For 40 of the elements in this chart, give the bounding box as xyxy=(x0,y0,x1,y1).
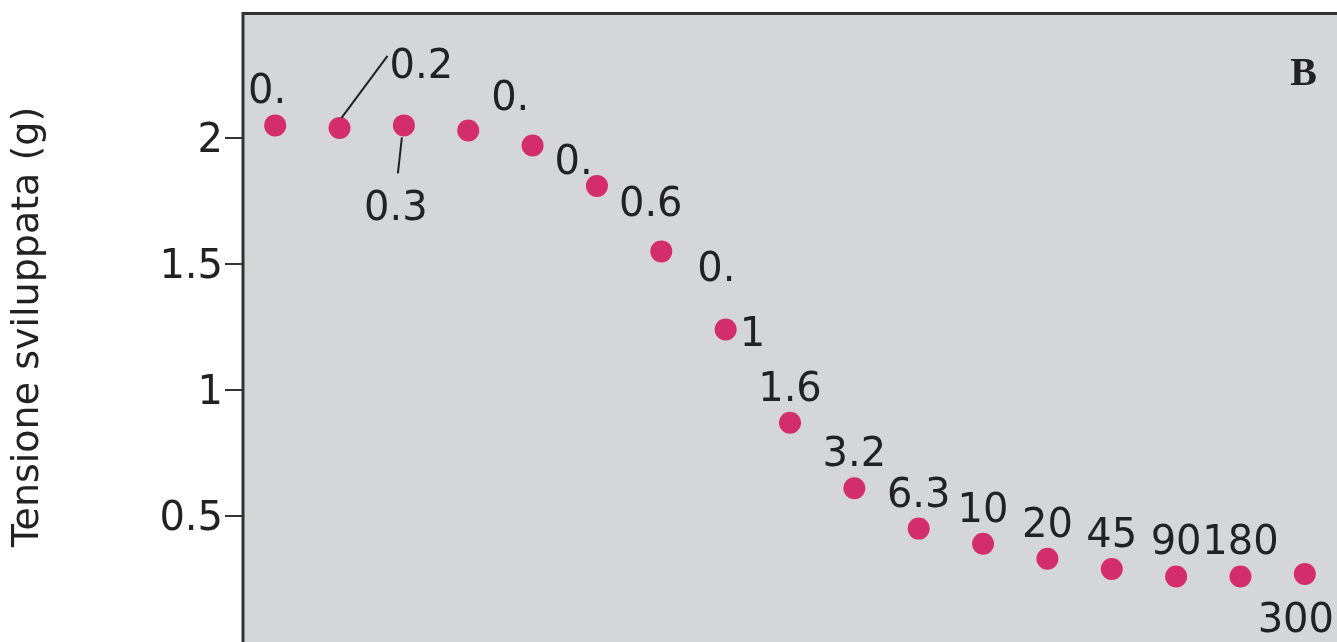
annotation: 0.3 xyxy=(364,183,428,230)
point xyxy=(843,477,866,500)
point xyxy=(457,119,480,142)
point xyxy=(1165,565,1188,588)
annotation: 3.2 xyxy=(822,429,887,476)
point xyxy=(1036,547,1059,570)
point xyxy=(972,532,995,555)
annotation: 1 xyxy=(739,308,766,355)
annotation: 0.6 xyxy=(618,178,683,225)
point xyxy=(328,116,351,139)
y-tick-label: 1 xyxy=(197,367,223,414)
annotation: B xyxy=(1290,48,1317,95)
point xyxy=(585,174,608,197)
y-axis-title: Tensione sviluppata (g) xyxy=(3,106,48,549)
annotation: 300 xyxy=(1257,594,1334,641)
annotation: 0. xyxy=(248,66,287,113)
annotation: 90 xyxy=(1150,517,1202,564)
point xyxy=(1293,562,1316,585)
annotation: 0. xyxy=(554,136,593,183)
annotation: 0. xyxy=(697,244,736,291)
point xyxy=(779,411,801,434)
annotation: 20 xyxy=(1021,499,1073,546)
point xyxy=(1229,565,1252,588)
annotation: 1.6 xyxy=(758,363,822,410)
point xyxy=(1100,557,1123,580)
point xyxy=(650,240,673,263)
annotation: 10 xyxy=(957,484,1009,531)
annotation: 0. xyxy=(491,73,530,120)
annotation: 6.3 xyxy=(886,469,951,516)
point xyxy=(521,134,544,157)
point xyxy=(264,114,287,137)
y-tick-label: 2 xyxy=(197,115,223,162)
y-tick-label: 1.5 xyxy=(159,241,223,288)
point xyxy=(907,517,930,540)
annotation: 0.2 xyxy=(389,40,454,87)
point xyxy=(392,114,415,137)
annotation: 180 xyxy=(1202,517,1279,564)
annotation: 45 xyxy=(1086,509,1138,556)
point xyxy=(714,318,737,341)
y-tick-label: 0.5 xyxy=(159,493,223,540)
